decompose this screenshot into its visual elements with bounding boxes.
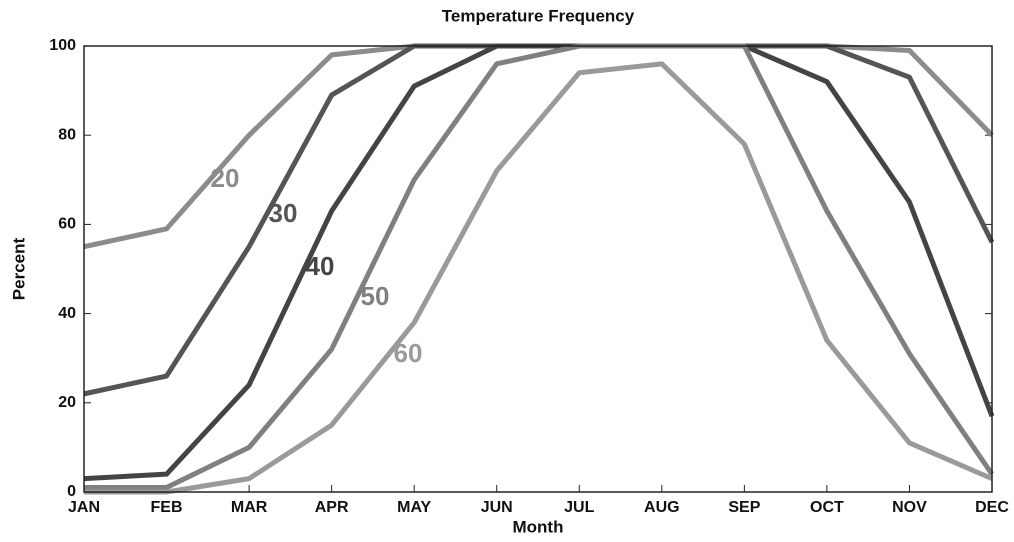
series-label: 40 — [306, 251, 335, 281]
x-tick-label: APR — [315, 499, 349, 516]
plot-frame — [83, 45, 993, 493]
x-tick-label: NOV — [892, 499, 927, 516]
series-label: 20 — [211, 163, 240, 193]
x-tick-label: MAY — [397, 499, 431, 516]
series-line — [83, 43, 995, 397]
x-tick-label: DEC — [975, 499, 1009, 516]
x-tick-label: MAR — [231, 499, 268, 516]
y-tick-label: 60 — [58, 216, 76, 233]
y-tick-label: 80 — [58, 126, 76, 143]
x-tick-label: JUN — [481, 499, 513, 516]
x-tick-label: FEB — [151, 499, 183, 516]
series-label: 30 — [269, 198, 298, 228]
x-tick-label: AUG — [644, 499, 680, 516]
series-line — [84, 61, 993, 495]
x-tick-label: JUL — [564, 499, 594, 516]
y-tick-label: 20 — [58, 394, 76, 411]
x-tick-label: JAN — [68, 499, 100, 516]
y-axis-label: Percent — [9, 237, 28, 300]
x-axis-label: Month — [513, 517, 564, 536]
series-line — [83, 43, 994, 250]
series-label: 50 — [361, 281, 390, 311]
x-tick-label: OCT — [810, 499, 844, 516]
x-tick-label: SEP — [728, 499, 760, 516]
series-line — [84, 43, 995, 491]
y-tick-label: 40 — [58, 305, 76, 322]
y-tick-label: 100 — [49, 37, 76, 54]
y-tick-label: 0 — [67, 483, 76, 500]
series-label: 60 — [394, 338, 423, 368]
chart-title: Temperature Frequency — [442, 6, 635, 25]
